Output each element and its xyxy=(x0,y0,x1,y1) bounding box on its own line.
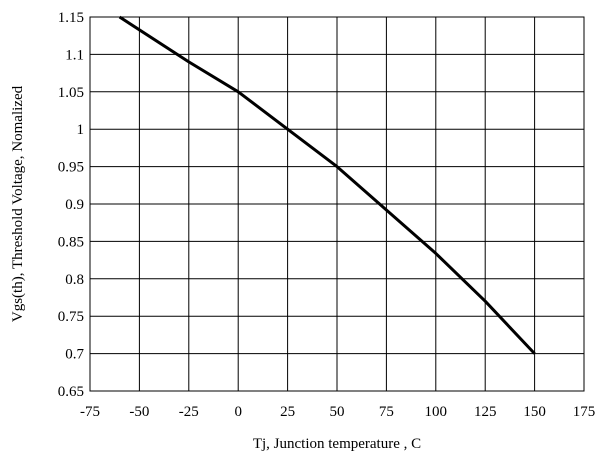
x-tick-label: 125 xyxy=(474,404,497,420)
x-tick-labels: -75 -50 -25 0 25 50 75 100 125 150 175 xyxy=(80,404,595,420)
x-tick-label: 150 xyxy=(523,404,546,420)
x-tick-label: 175 xyxy=(573,404,596,420)
x-tick-label: 75 xyxy=(379,404,394,420)
threshold-voltage-line xyxy=(118,15,536,355)
y-tick-label: 0.7 xyxy=(65,347,84,363)
x-axis-title: Tj, Junction temperature , C xyxy=(253,436,421,452)
x-tick-label: 25 xyxy=(280,404,295,420)
y-tick-label: 0.85 xyxy=(58,234,84,250)
y-tick-label: 0.65 xyxy=(58,384,84,400)
x-tick-label: -50 xyxy=(129,404,149,420)
y-tick-label: 1.15 xyxy=(58,10,84,26)
x-tick-label: 0 xyxy=(234,404,242,420)
y-tick-labels: 1.15 1.1 1.05 1 0.95 0.9 0.85 0.8 0.75 0.7 0.65 xyxy=(58,10,85,400)
x-tick-label: -75 xyxy=(80,404,100,420)
y-tick-label: 0.75 xyxy=(58,309,84,325)
x-tick-label: 50 xyxy=(330,404,345,420)
y-tick-label: 0.8 xyxy=(65,272,84,288)
series-layer xyxy=(118,15,536,355)
y-tick-label: 1.1 xyxy=(65,47,84,63)
y-tick-label: 1 xyxy=(77,122,85,138)
y-tick-label: 0.95 xyxy=(58,160,84,176)
x-tick-label: -25 xyxy=(179,404,199,420)
x-tick-label: 100 xyxy=(425,404,448,420)
y-axis-title: Vgs(th), Threshold Voltage, Nomalized xyxy=(10,85,26,322)
y-tick-label: 0.9 xyxy=(65,197,84,213)
y-tick-label: 1.05 xyxy=(58,85,84,101)
grid xyxy=(90,17,584,391)
